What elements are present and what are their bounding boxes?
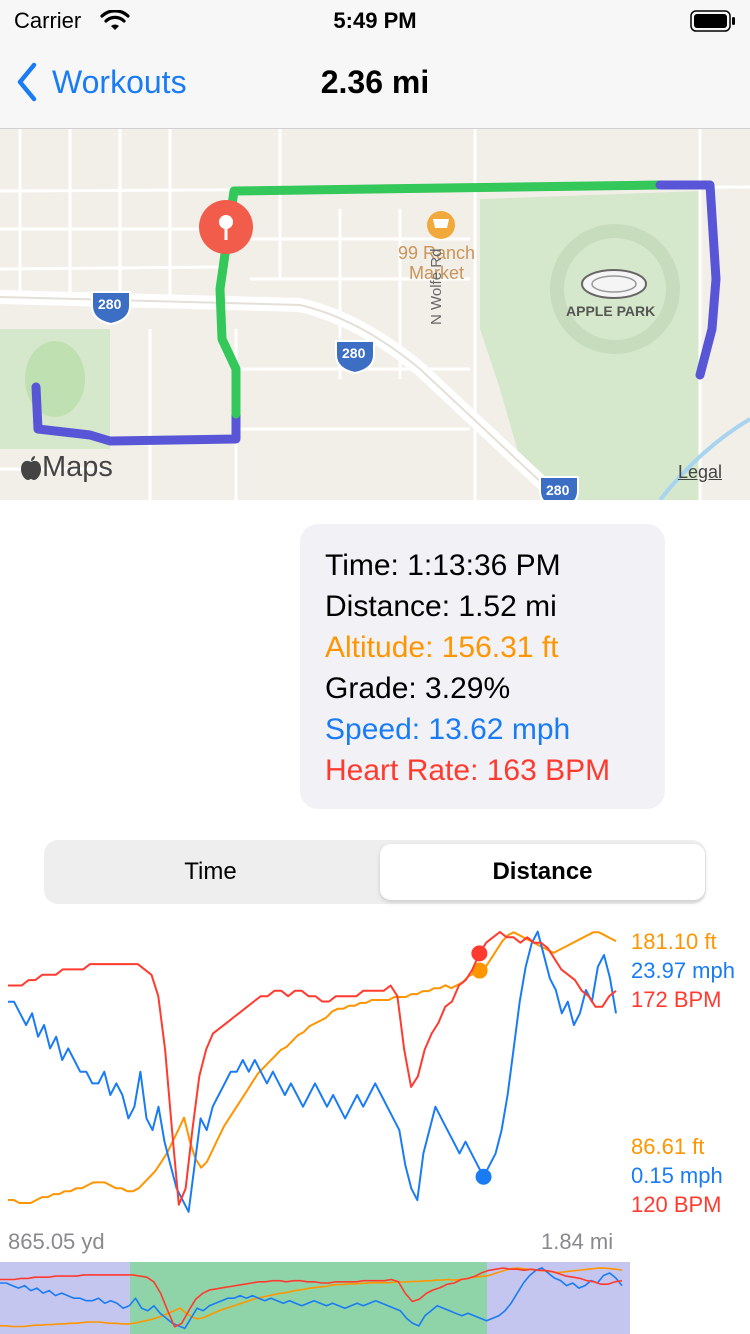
route-map[interactable]: 99 Ranch Market APPLE PARK N Wolfe Rd 28…: [0, 129, 750, 500]
map-label-road: N Wolfe Rd: [428, 248, 445, 325]
map-canvas: [0, 129, 750, 500]
navigation-bar: Workouts 2.36 mi: [0, 40, 750, 129]
apple-logo-icon: [21, 455, 41, 480]
overview-zone-selected: [130, 1262, 487, 1334]
legal-link[interactable]: Legal: [677, 462, 722, 482]
chart-canvas: [8, 930, 617, 1213]
info-heart-rate: Heart Rate: 163 BPM: [325, 754, 611, 787]
status-time: 5:49 PM: [333, 8, 417, 33]
heart-rate-min-label: 120 BPM: [631, 1192, 722, 1217]
highway-label: 280: [342, 345, 366, 361]
altitude-series-line: [8, 931, 617, 1204]
workout-chart[interactable]: 181.10 ft 23.97 mph 172 BPM 86.61 ft 0.1…: [0, 920, 750, 1260]
wifi-icon: [100, 9, 130, 37]
heart-rate-max-label: 172 BPM: [631, 987, 722, 1012]
map-label-park: APPLE PARK: [566, 303, 656, 319]
overview-canvas: [0, 1262, 630, 1334]
segment-distance[interactable]: Distance: [380, 844, 705, 900]
info-grade: Grade: 3.29%: [325, 672, 511, 705]
x-end-label: 1.84 mi: [541, 1229, 614, 1254]
status-bar: Carrier 5:49 PM: [0, 0, 750, 40]
heart-rate-selected-point: [471, 945, 488, 962]
info-altitude: Altitude: 156.31 ft: [325, 631, 559, 664]
info-time: Time: 1:13:36 PM: [325, 549, 561, 582]
page-title: 2.36 mi: [320, 64, 430, 100]
info-distance: Distance: 1.52 mi: [325, 590, 557, 623]
highway-label: 280: [546, 482, 570, 498]
info-speed: Speed: 13.62 mph: [325, 713, 571, 746]
speed-max-label: 23.97 mph: [631, 958, 735, 983]
segment-time[interactable]: Time: [184, 858, 237, 885]
range-overview[interactable]: [0, 1262, 630, 1334]
maps-logo-text: Maps: [42, 451, 113, 483]
altitude-max-label: 181.10 ft: [631, 929, 717, 954]
back-button[interactable]: Workouts: [16, 62, 187, 102]
map-label-market: 99 Ranch Market: [398, 243, 476, 283]
map-pin-icon: [199, 200, 253, 254]
back-label: Workouts: [52, 63, 187, 100]
heart-rate-series-line: [0, 1267, 623, 1328]
speed-series-line: [8, 930, 617, 1213]
x-start-label: 865.05 yd: [8, 1229, 105, 1254]
carrier-label: Carrier: [14, 8, 82, 33]
battery-icon: [690, 10, 736, 37]
x-axis-mode-segmented-control: Time Distance: [44, 840, 706, 904]
maps-logo: Maps: [20, 451, 113, 484]
info-card: Time: 1:13:36 PM Distance: 1.52 mi Altit…: [300, 524, 665, 809]
altitude-series-line: [0, 1267, 623, 1328]
speed-series-line: [0, 1267, 623, 1330]
overview-zone-start: [0, 1262, 130, 1334]
altitude-selected-point: [471, 962, 488, 979]
chevron-left-icon: [17, 62, 37, 102]
speed-selected-point: [475, 1168, 492, 1185]
speed-min-label: 0.15 mph: [631, 1163, 723, 1188]
highway-label: 280: [98, 296, 122, 312]
heart-rate-series-line: [8, 931, 617, 1206]
highway-shield-icon: [91, 291, 579, 500]
altitude-min-label: 86.61 ft: [631, 1134, 705, 1159]
